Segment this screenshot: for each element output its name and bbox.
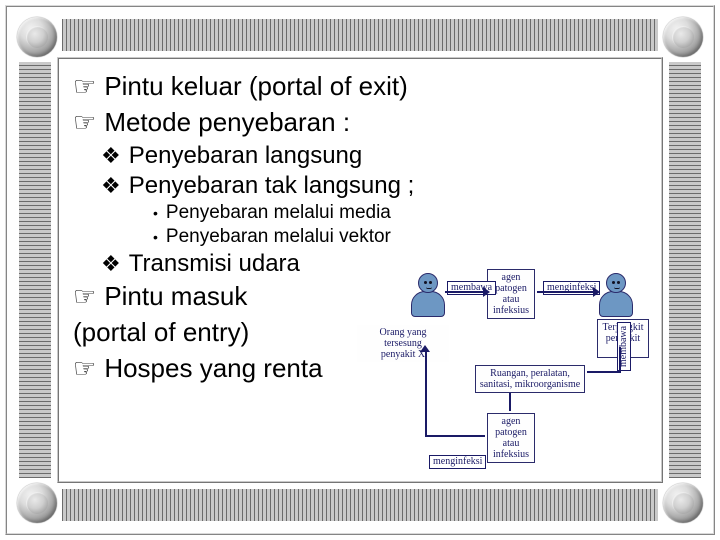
corner-rivet-bl xyxy=(17,483,57,523)
pointer-icon: ☞ xyxy=(73,351,96,385)
node-agen-bottom: agenpatogenatauinfeksius xyxy=(487,413,535,463)
text-metode: Metode penyebaran : xyxy=(104,105,350,139)
node-label: Orang yang tersesungpenyakit X xyxy=(380,327,427,360)
node-label: Ruangan, peralatan,sanitasi, mikroorgani… xyxy=(480,368,580,390)
arrow-line xyxy=(425,435,485,437)
text-portal-entry-2: (portal of entry) xyxy=(73,315,249,349)
arrow-line xyxy=(425,351,427,437)
dot-icon: • xyxy=(153,201,158,225)
person-right-icon xyxy=(599,273,633,317)
arrow-line xyxy=(509,393,511,411)
corner-rivet-br xyxy=(663,483,703,523)
frame-hatch-right xyxy=(669,62,701,478)
arrow-line xyxy=(587,371,621,373)
bullet-l3: • Penyebaran melalui media xyxy=(153,201,647,225)
frame-hatch-top xyxy=(62,19,658,51)
pointer-icon: ☞ xyxy=(73,279,96,313)
pointer-icon: ☞ xyxy=(73,69,96,103)
diamond-icon: ❖ xyxy=(101,171,121,201)
text-transmisi: Transmisi udara xyxy=(129,249,300,279)
node-label: agenpatogenatauinfeksius xyxy=(493,416,529,460)
node-orang: Orang yang tersesungpenyakit X xyxy=(357,325,449,362)
node-ruangan: Ruangan, peralatan,sanitasi, mikroorgani… xyxy=(475,365,585,393)
bullet-l1: ☞ Pintu keluar (portal of exit) xyxy=(73,69,647,103)
arrow-line xyxy=(619,347,621,371)
content-area: ☞ Pintu keluar (portal of exit) ☞ Metode… xyxy=(57,57,663,483)
slide-frame: ☞ Pintu keluar (portal of exit) ☞ Metode… xyxy=(5,5,715,535)
text-tak-langsung: Penyebaran tak langsung ; xyxy=(129,171,415,201)
bullet-l2: ❖ Penyebaran tak langsung ; xyxy=(101,171,647,201)
text-media: Penyebaran melalui media xyxy=(166,201,391,225)
arrow-line xyxy=(537,291,595,293)
corner-rivet-tr xyxy=(663,17,703,57)
arrow-head-icon xyxy=(420,345,430,352)
bullet-l2: ❖ Penyebaran langsung xyxy=(101,141,647,171)
text-langsung: Penyebaran langsung xyxy=(129,141,363,171)
bullet-l3: • Penyebaran melalui vektor xyxy=(153,225,647,249)
text-vektor: Penyebaran melalui vektor xyxy=(166,225,391,249)
node-label: agenpatogenatauinfeksius xyxy=(493,272,529,316)
pointer-icon: ☞ xyxy=(73,105,96,139)
person-left-icon xyxy=(411,273,445,317)
diamond-icon: ❖ xyxy=(101,249,121,279)
text-hospes: Hospes yang renta xyxy=(104,351,322,385)
arrow-line xyxy=(445,291,485,293)
text-portal-entry-1: Pintu masuk xyxy=(104,279,247,313)
infection-cycle-diagram: agenpatogenatauinfeksius Terjangkitpenya… xyxy=(359,265,659,475)
corner-rivet-tl xyxy=(17,17,57,57)
text-portal-exit: Pintu keluar (portal of exit) xyxy=(104,69,407,103)
arrow-head-icon xyxy=(593,287,600,297)
dot-icon: • xyxy=(153,225,158,249)
frame-hatch-left xyxy=(19,62,51,478)
arrow-head-icon xyxy=(483,287,490,297)
edge-label-menginfeksi-b: menginfeksi xyxy=(429,455,486,469)
diamond-icon: ❖ xyxy=(101,141,121,171)
frame-hatch-bottom xyxy=(62,489,658,521)
bullet-l1: ☞ Metode penyebaran : xyxy=(73,105,647,139)
